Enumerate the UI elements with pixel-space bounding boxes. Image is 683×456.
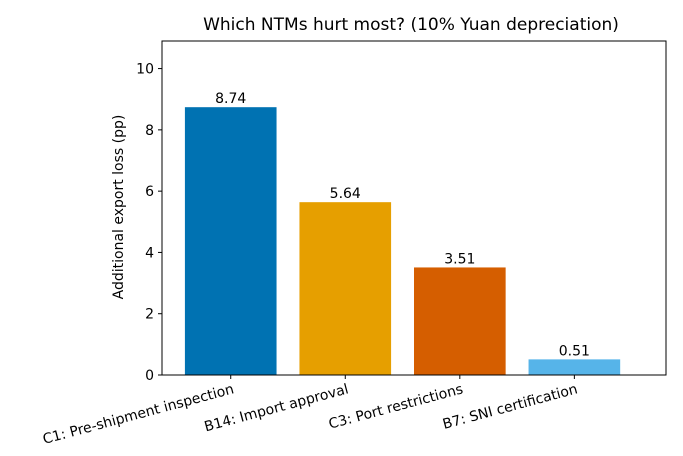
bar-value-label-4: 0.51 — [559, 343, 590, 359]
y-tick-label-6: 6 — [145, 184, 154, 200]
y-tick-label-2: 2 — [145, 307, 154, 323]
bar-2 — [299, 202, 392, 375]
bars-group: 8.74 5.64 3.51 0.51 — [184, 91, 621, 375]
y-tick-label-10: 10 — [136, 62, 154, 78]
y-axis-title: Additional export loss (pp) — [111, 115, 127, 300]
y-tick-labels: 0 2 4 6 8 10 — [136, 62, 162, 384]
chart-title: Which NTMs hurt most? (10% Yuan deprecia… — [203, 15, 619, 35]
plot-frame — [161, 40, 667, 376]
bar-value-label-2: 5.64 — [330, 186, 361, 202]
x-tick-label-1: C1: Pre-shipment inspection — [41, 381, 236, 448]
bar-value-label-1: 8.74 — [215, 91, 246, 107]
bar-1 — [184, 107, 277, 375]
bar-4 — [528, 359, 621, 375]
bar-value-label-3: 3.51 — [444, 251, 475, 267]
bar-3 — [414, 267, 506, 375]
y-tick-label-8: 8 — [145, 123, 154, 139]
y-tick-label-0: 0 — [145, 368, 154, 384]
y-tick-label-4: 4 — [145, 245, 154, 261]
